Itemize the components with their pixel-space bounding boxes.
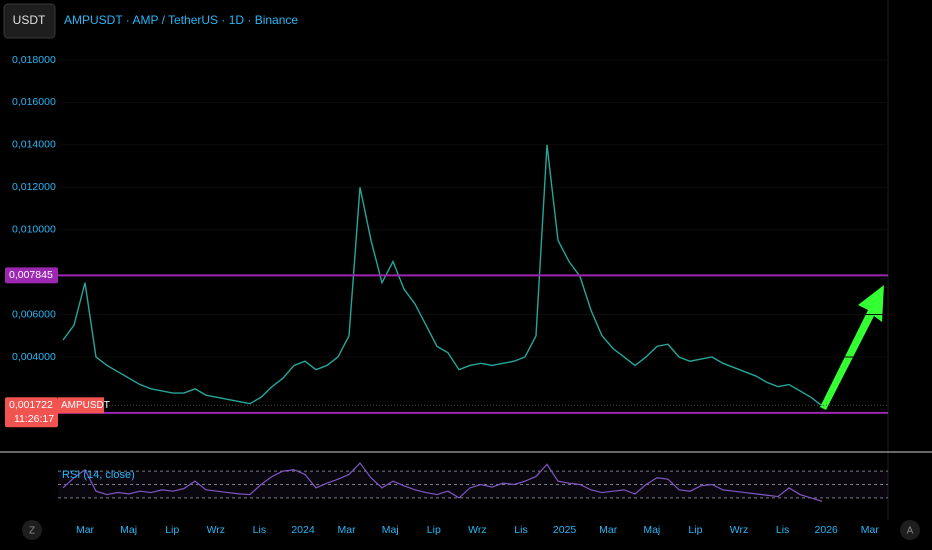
chart-title: AMPUSDT · AMP / TetherUS · 1D · Binance [64,13,298,27]
x-tick-label: Lis [514,524,527,536]
countdown: 11:26:17 [14,413,54,425]
symbol-tag-box [58,397,104,414]
x-tick-label: Mar [338,524,357,536]
price-label: 0,007845 [9,269,53,281]
zoom-button[interactable] [22,520,42,540]
x-tick-label: Maj [643,524,660,536]
x-tick-label: Lis [253,524,266,536]
price-line [62,144,823,407]
symbol-button-label[interactable]: USDT [13,13,46,27]
price-label-box [5,267,58,284]
y-tick-label: 0,010000 [12,223,56,235]
x-tick-label: 2025 [553,524,577,536]
x-tick-label: Lip [165,524,179,536]
x-tick-label: Wrz [207,524,225,536]
rsi-line [62,462,823,502]
x-tick-label: Mar [861,524,880,536]
rsi-label: RSI (14, close) [62,469,135,481]
x-tick-label: Mar [599,524,618,536]
y-tick-label: 0,012000 [12,181,56,193]
y-tick-label: 0,014000 [12,139,56,151]
x-tick-label: Wrz [730,524,748,536]
x-tick-label: 2024 [291,524,315,536]
y-tick-label: 0,018000 [12,54,56,66]
arrow [820,285,884,410]
x-tick-label: Maj [382,524,399,536]
zoom-button-label[interactable]: Z [29,526,35,537]
last-price-box [5,397,58,428]
x-tick-label: 2026 [815,524,839,536]
x-tick-label: Lis [776,524,789,536]
symbol-tag: AMPUSDT [61,400,110,411]
x-tick-label: Maj [120,524,137,536]
x-tick-label: Lip [688,524,702,536]
auto-button[interactable] [900,520,920,540]
auto-button-label[interactable]: A [907,526,914,537]
symbol-button[interactable] [3,3,56,39]
y-tick-label: 0,004000 [12,351,56,363]
y-tick-label: 0,016000 [12,96,56,108]
x-tick-label: Wrz [468,524,486,536]
last-price-label: 0,001722 [9,399,53,411]
x-tick-label: Mar [76,524,95,536]
y-tick-label: 0,006000 [12,308,56,320]
x-tick-label: Lip [427,524,441,536]
